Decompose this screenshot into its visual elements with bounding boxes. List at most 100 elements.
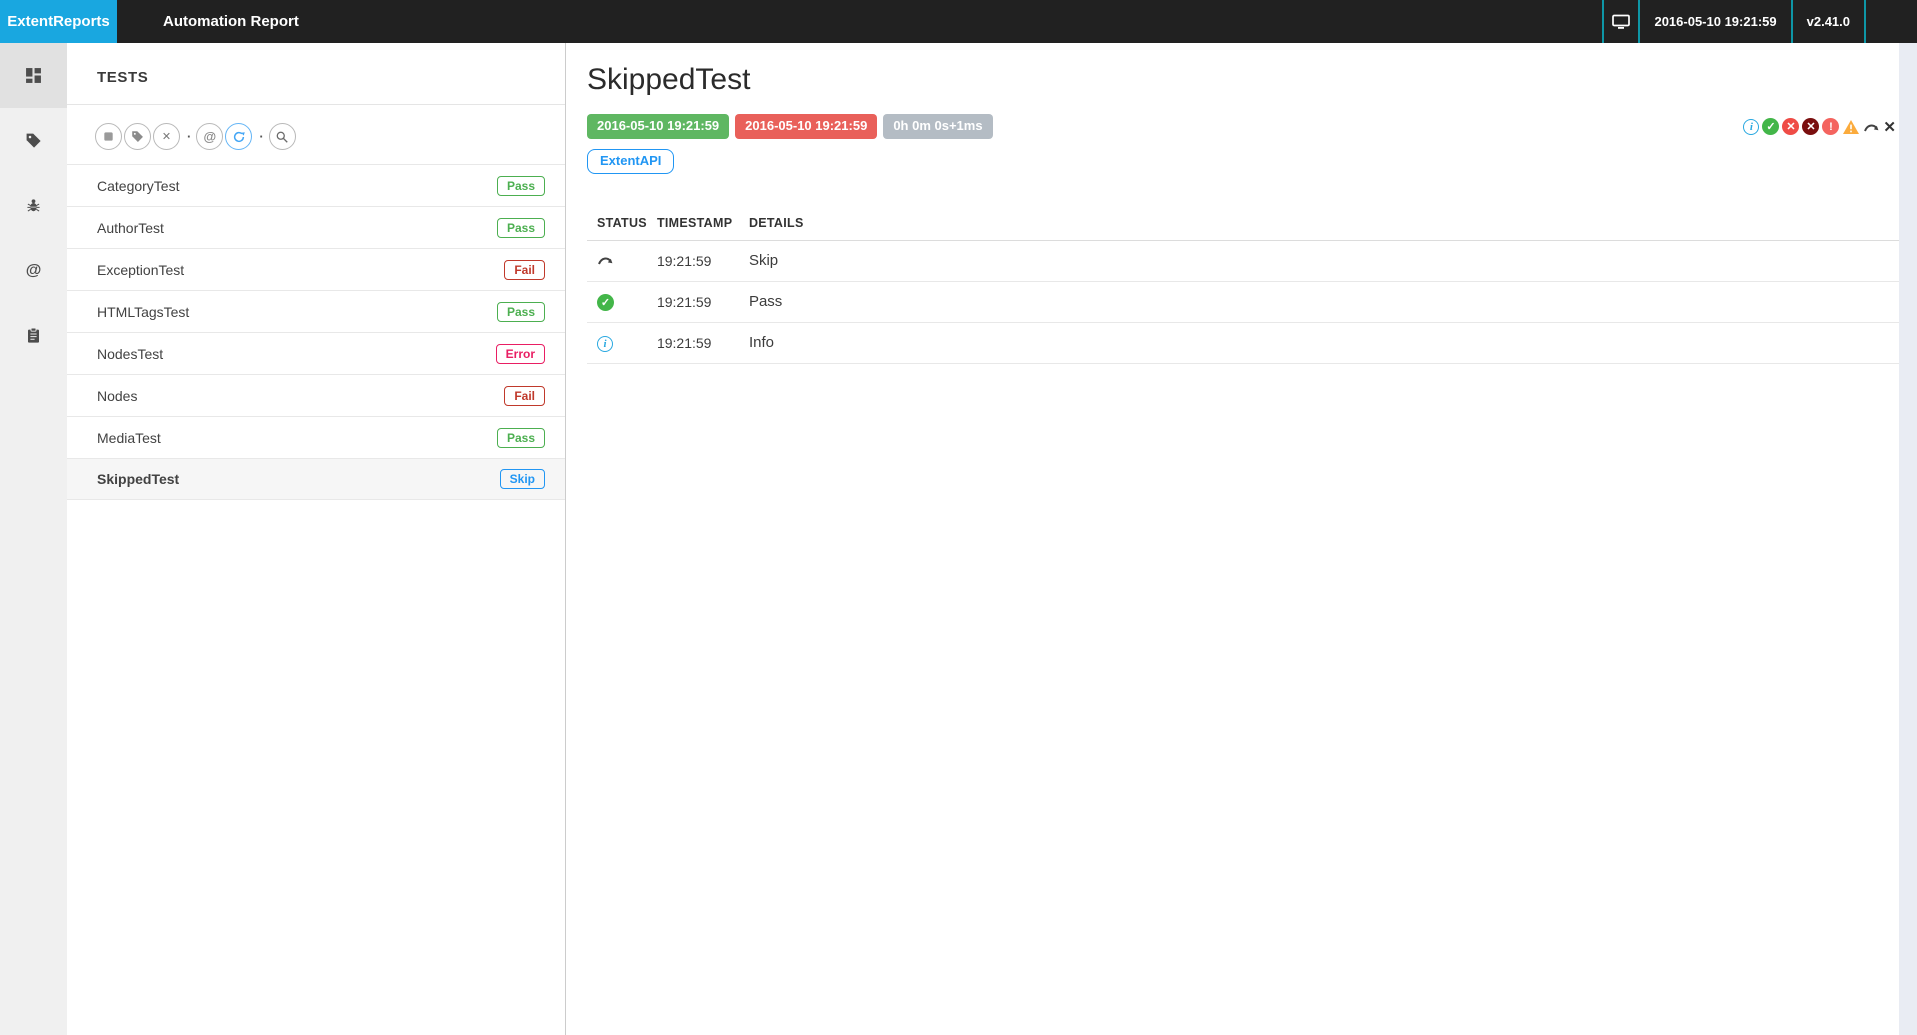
duration-badge: 0h 0m 0s+1ms	[883, 114, 993, 139]
clear-filters-icon: ✕	[161, 131, 172, 143]
main-shell: @ TESTS ✕ · @ · CategoryTest Pass AuthorTest P…	[0, 43, 1917, 1035]
mention-icon: @	[25, 261, 42, 279]
search-button[interactable]	[268, 123, 296, 150]
log-cell-details: Pass	[738, 281, 1899, 323]
category-filter-icon	[131, 130, 144, 143]
bug-icon	[26, 197, 41, 214]
log-cell-status: ✓	[587, 281, 647, 323]
test-name: ExceptionTest	[97, 261, 185, 278]
fatal-filter-icon[interactable]: ✕	[1802, 118, 1820, 135]
log-row: 19:21:59 Skip	[587, 240, 1899, 282]
search-icon	[275, 130, 289, 144]
test-list: CategoryTest Pass AuthorTest Pass ExceptionT…	[67, 164, 565, 500]
sidebar-item-mention[interactable]: @	[0, 238, 67, 303]
test-list-item[interactable]: ExceptionTest Fail	[67, 248, 565, 290]
pass-status-icon: ✓	[597, 293, 614, 311]
test-title: SkippedTest	[587, 63, 751, 96]
tests-panel-title: TESTS	[67, 43, 565, 105]
mention-filter-button[interactable]: @	[196, 123, 224, 150]
skip-status-icon	[597, 251, 614, 268]
category-filter-button[interactable]	[124, 123, 151, 150]
mention-filter-icon: @	[203, 129, 217, 144]
end-time-badge: 2016-05-10 19:21:59	[735, 114, 878, 139]
test-status-badge: Fail	[504, 385, 545, 406]
test-list-item[interactable]: HTMLTagsTest Pass	[67, 290, 565, 332]
skip-filter-icon[interactable]	[1863, 118, 1880, 135]
navbar-end-cell	[1864, 0, 1917, 43]
test-status-badge: Pass	[496, 301, 545, 322]
sidebar-item-clipboard[interactable]	[0, 303, 67, 368]
clipboard-icon	[26, 327, 41, 344]
navbar-timestamp: 2016-05-10 19:21:59	[1638, 0, 1790, 43]
fail-filter-icon[interactable]: ✕	[1782, 118, 1800, 135]
status-filter-icon	[102, 130, 115, 143]
log-cell-timestamp: 19:21:59	[646, 281, 739, 323]
log-cell-status: i	[587, 322, 647, 364]
clear-filters-button[interactable]: ✕	[153, 123, 180, 150]
sidebar-item-tag[interactable]	[0, 108, 67, 173]
category-row: ExtentAPI	[587, 148, 1917, 174]
log-cell-status	[587, 240, 647, 282]
log-cell-details: Skip	[738, 240, 1899, 282]
test-list-item[interactable]: MediaTest Pass	[67, 416, 565, 458]
top-navbar: ExtentReports Automation Report 2016-05-…	[0, 0, 1917, 43]
log-header-status: STATUS	[587, 215, 647, 241]
tests-panel: TESTS ✕ · @ · CategoryTest Pass AuthorTest Pas…	[67, 43, 566, 1035]
test-status-badge: Fail	[504, 259, 545, 280]
test-status-badge: Pass	[496, 217, 545, 238]
start-time-badge: 2016-05-10 19:21:59	[587, 114, 730, 139]
test-name: AuthorTest	[97, 219, 164, 236]
refresh-icon	[232, 130, 246, 144]
refresh-button[interactable]	[225, 123, 253, 150]
pass-filter-icon[interactable]: ✓	[1762, 118, 1780, 135]
info-filter-icon[interactable]: i	[1743, 118, 1760, 135]
navbar-version: v2.41.0	[1790, 0, 1864, 43]
test-name: SkippedTest	[97, 471, 180, 487]
navbar-spacer	[323, 0, 1603, 43]
status-filter-cluster: i ✓ ✕ ✕! ✕	[1743, 118, 1896, 136]
category-pill[interactable]: ExtentAPI	[587, 148, 675, 174]
test-status-badge: Pass	[496, 175, 545, 196]
report-title-tab[interactable]: Automation Report	[163, 13, 299, 30]
test-name: HTMLTagsTest	[97, 303, 190, 320]
test-list-item[interactable]: Nodes Fail	[67, 374, 565, 416]
log-header-details: DETAILS	[738, 215, 1899, 241]
brand-tab[interactable]: ExtentReports	[0, 0, 117, 43]
test-status-badge: Error	[495, 343, 545, 364]
test-status-badge: Skip	[499, 469, 545, 489]
test-list-item[interactable]: CategoryTest Pass	[67, 164, 565, 206]
test-list-item[interactable]: SkippedTest Skip	[67, 458, 565, 500]
test-list-item[interactable]: AuthorTest Pass	[67, 206, 565, 248]
test-status-badge: Pass	[496, 427, 545, 448]
log-row: ✓ 19:21:59 Pass	[587, 281, 1899, 323]
toolbar-separator-dot: ·	[187, 129, 192, 144]
log-cell-timestamp: 19:21:59	[646, 322, 739, 364]
sidebar-item-bug[interactable]	[0, 173, 67, 238]
log-cell-details: Info	[738, 322, 1899, 364]
warning-filter-icon[interactable]	[1842, 118, 1860, 135]
log-row: i 19:21:59 Info	[587, 322, 1899, 364]
tests-toolbar: ✕ · @ ·	[67, 105, 565, 164]
test-name: NodesTest	[97, 345, 164, 362]
log-table: STATUS TIMESTAMP DETAILS 19:21:59 Skip ✓ 19:2…	[587, 215, 1899, 364]
detail-view: SkippedTest 2016-05-10 19:21:59 2016-05-…	[566, 43, 1917, 1035]
test-name: Nodes	[97, 387, 138, 404]
status-filter-button[interactable]	[95, 123, 122, 150]
dashboard-grid-icon	[25, 67, 42, 84]
test-list-item[interactable]: NodesTest Error	[67, 332, 565, 374]
time-badges: 2016-05-10 19:21:59 2016-05-10 19:21:59 …	[587, 114, 1917, 139]
log-cell-timestamp: 19:21:59	[646, 240, 739, 282]
test-name: MediaTest	[97, 429, 161, 446]
sidebar-item-dashboard-grid[interactable]	[0, 43, 67, 108]
log-header-timestamp: TIMESTAMP	[646, 215, 739, 241]
icon-sidebar: @	[0, 43, 67, 1035]
info-status-icon: i	[597, 335, 613, 352]
test-name: CategoryTest	[97, 177, 180, 194]
clear-filter-icon[interactable]: ✕	[1883, 118, 1896, 136]
scrollbar-track[interactable]	[1899, 43, 1917, 1035]
tag-icon	[25, 132, 42, 149]
monitor-icon[interactable]	[1602, 0, 1638, 43]
toolbar-separator-dot: ·	[259, 129, 264, 144]
error-filter-icon[interactable]: !	[1822, 118, 1840, 135]
